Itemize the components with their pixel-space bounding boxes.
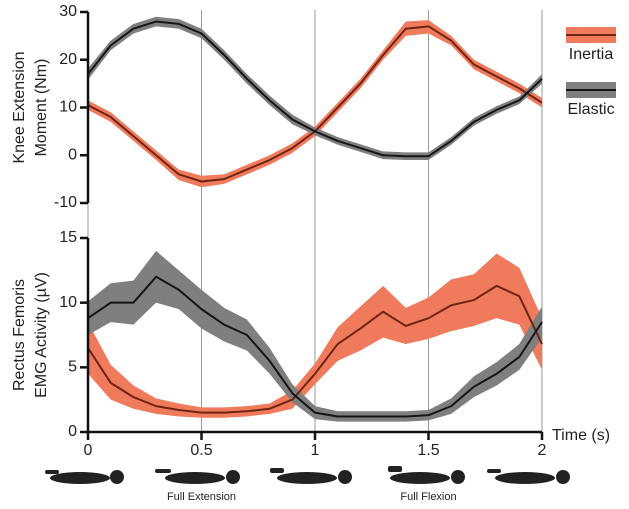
silhouette [155, 469, 240, 484]
y-tick-label: -10 [54, 194, 77, 211]
y-axis-label: Rectus Femoris [11, 279, 28, 391]
y-tick-label: 30 [59, 3, 77, 20]
y-axis-label: Moment (Nm) [33, 59, 50, 157]
legend-label: Inertia [569, 46, 614, 63]
silhouette [487, 469, 570, 484]
x-tick-label: 1 [311, 442, 320, 459]
y-axis-label: Knee Extension [11, 51, 28, 163]
silhouette [45, 470, 124, 484]
y-axis-label: EMG Activity (µV) [33, 272, 50, 398]
marks [87, 10, 543, 432]
x-tick-label: 2 [538, 442, 547, 459]
y-tick-label: 10 [59, 294, 77, 311]
y-tick-label: 15 [59, 229, 77, 246]
y-tick-label: 0 [68, 146, 77, 163]
series-line [87, 20, 543, 158]
y-tick-label: 10 [59, 99, 77, 116]
silhouette [270, 468, 352, 484]
error-band [88, 253, 542, 418]
series-line [87, 275, 543, 418]
silhouettes [45, 466, 570, 484]
annotation: Full Extension [167, 491, 236, 503]
error-band [88, 250, 542, 422]
annotation: Full Flexion [400, 491, 456, 503]
y-tick-label: 20 [59, 51, 77, 68]
legend-label: Elastic [567, 101, 614, 118]
x-tick-label: 0.5 [190, 442, 212, 459]
y-tick-label: 0 [68, 423, 77, 440]
y-tick-label: 5 [68, 359, 77, 376]
x-tick-label: 1.5 [417, 442, 439, 459]
series-line [87, 284, 543, 414]
x-axis-label: Time (s) [552, 427, 610, 444]
x-tick-label: 0 [84, 442, 93, 459]
silhouette [388, 466, 465, 484]
